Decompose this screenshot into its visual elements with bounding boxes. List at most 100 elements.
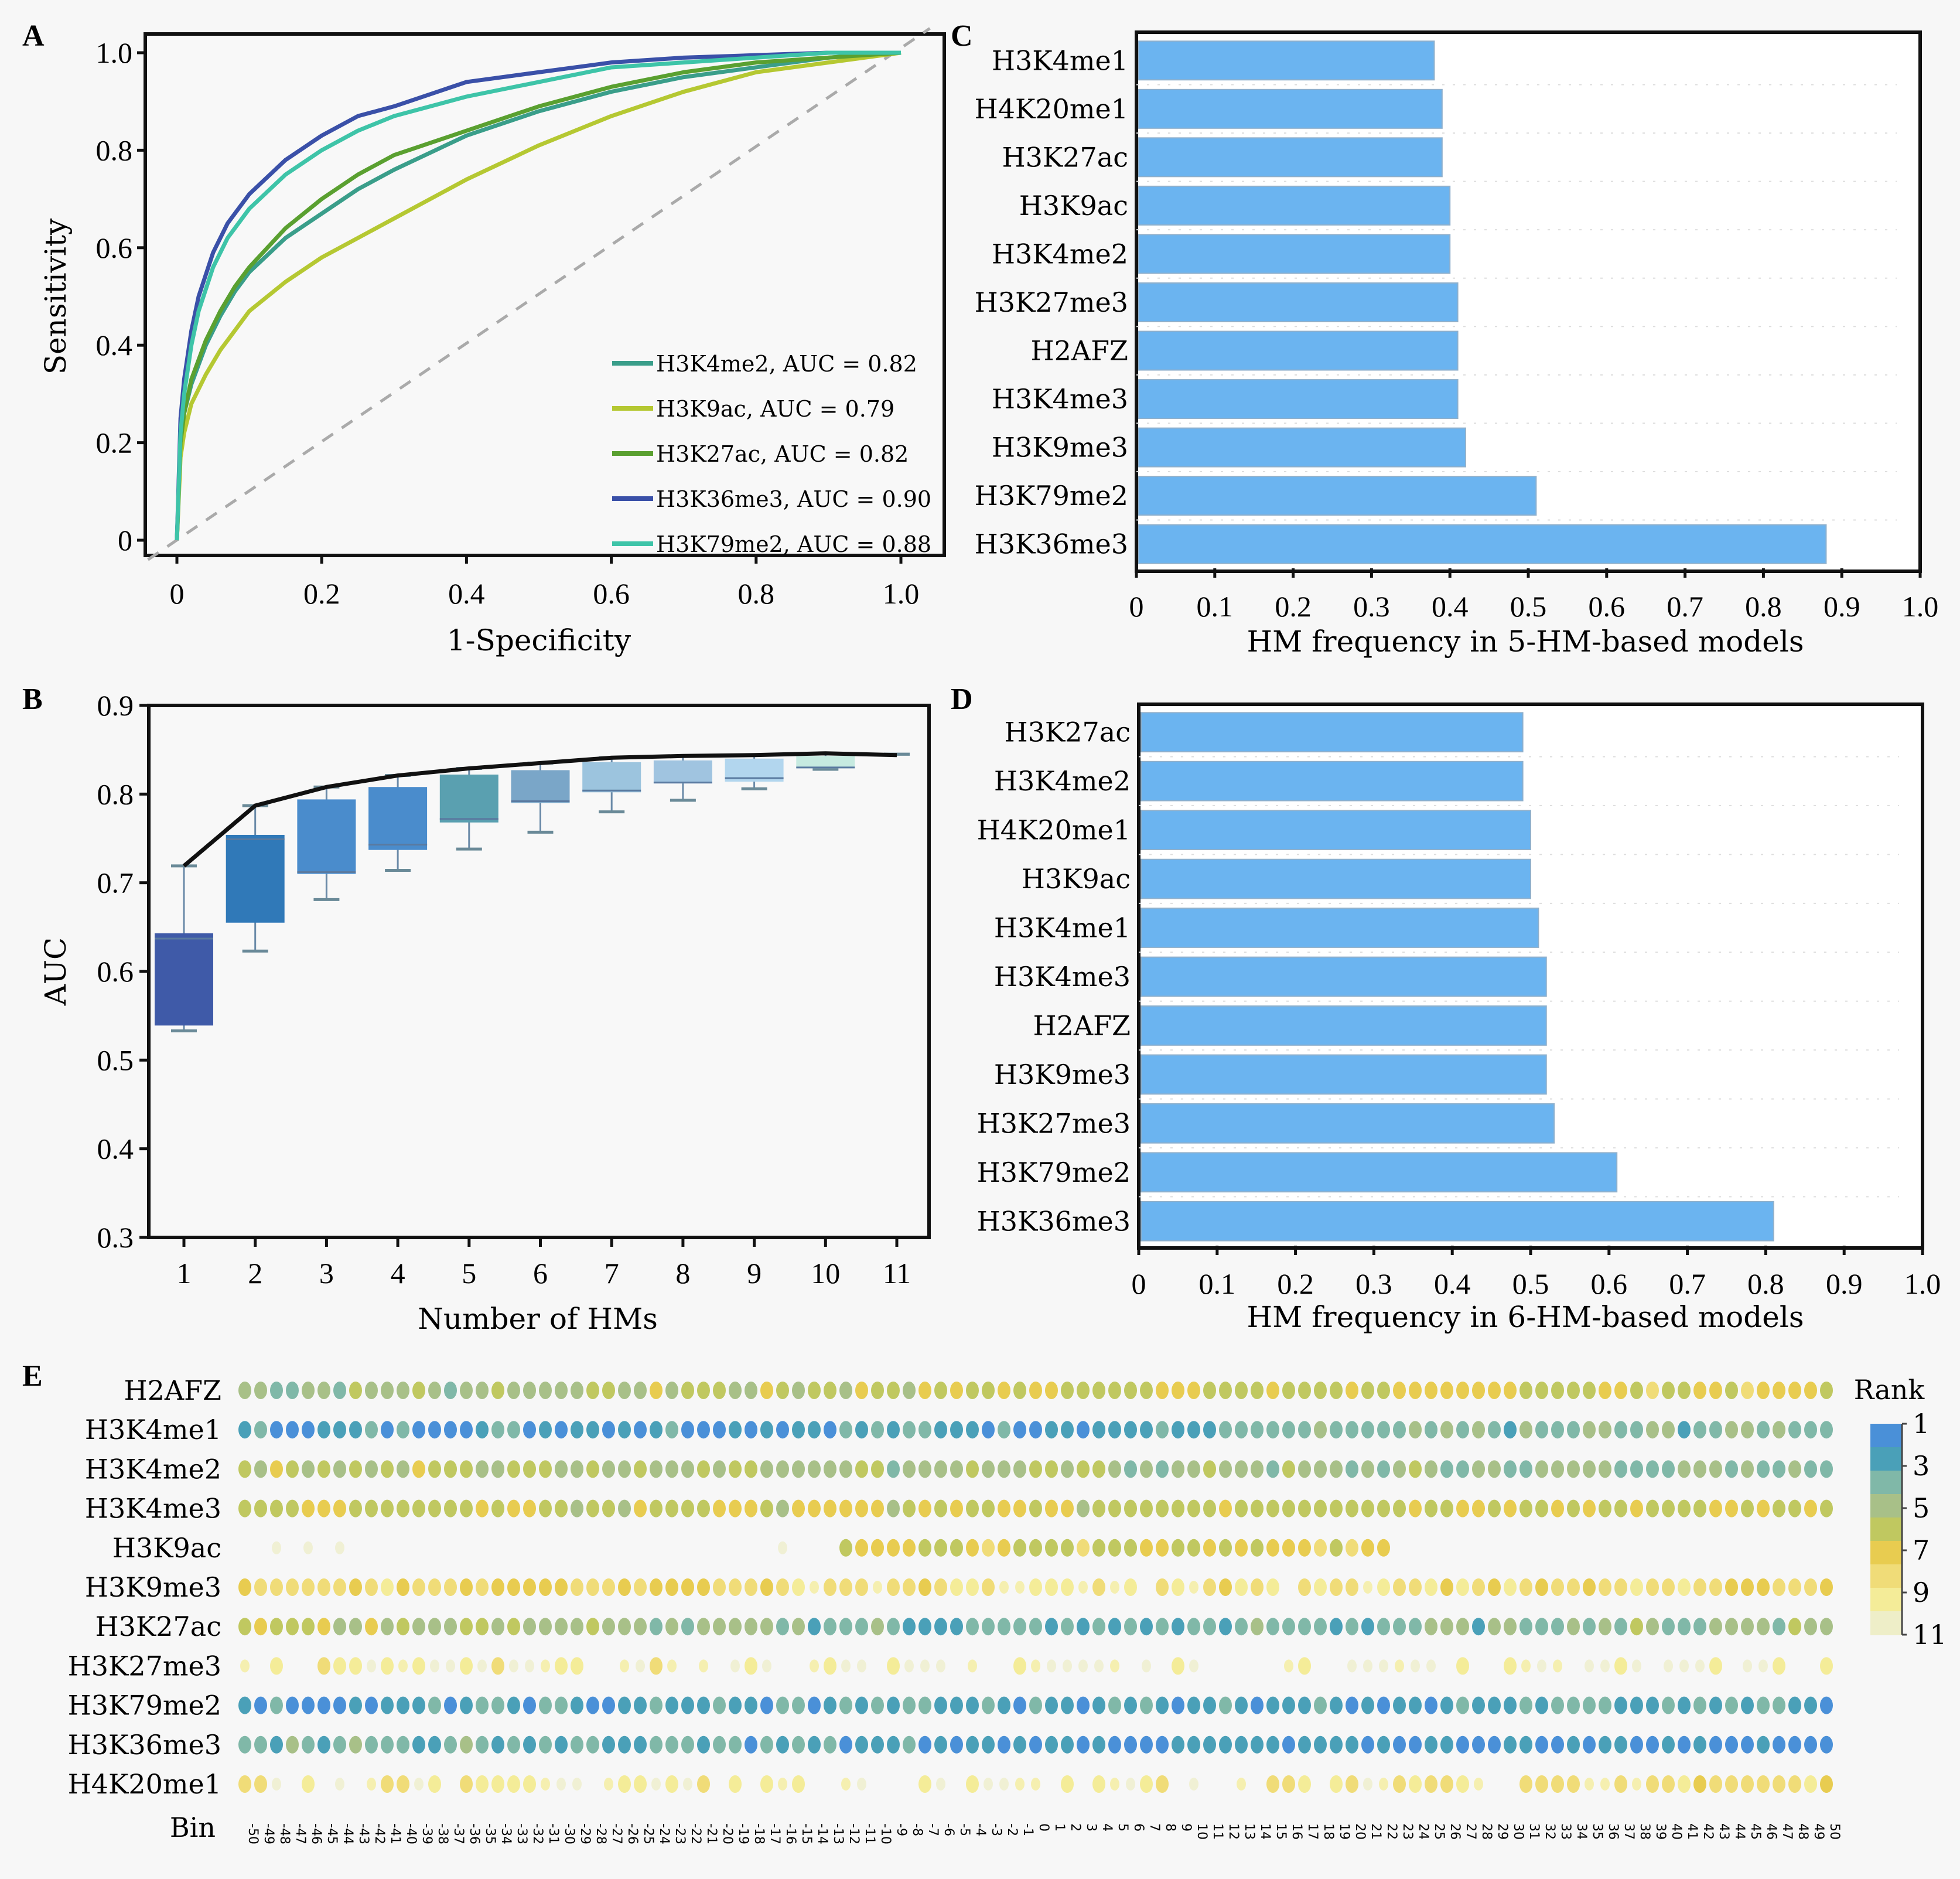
rank-dot xyxy=(760,1382,773,1399)
rank-dot xyxy=(776,1460,789,1478)
rank-dot xyxy=(1773,1735,1785,1754)
rank-dot xyxy=(1662,1382,1675,1399)
box-2 xyxy=(226,804,285,953)
bin-tick-label: -28 xyxy=(593,1823,608,1844)
rank-dot xyxy=(476,1618,489,1636)
rank-dot xyxy=(650,1499,663,1517)
rank-dot xyxy=(968,1659,977,1673)
rank-dot xyxy=(430,1659,439,1673)
colorbar-segment xyxy=(1870,1588,1902,1612)
panel-d-bar-chart: H3K27ac H3K4me2 H4K20me1 H3K9ac H3K4me1 H3K4m… xyxy=(977,703,1941,1334)
bin-tick-label: -23 xyxy=(672,1823,687,1844)
rank-dot xyxy=(1330,1578,1343,1596)
rank-dot xyxy=(381,1382,394,1399)
rank-dot xyxy=(1126,1778,1135,1791)
rank-dot xyxy=(1219,1460,1232,1478)
rank-dot xyxy=(270,1421,283,1439)
rank-dot xyxy=(317,1618,330,1636)
rank-dot xyxy=(1092,1775,1105,1793)
bin-tick-label: 25 xyxy=(1432,1823,1446,1840)
bin-tick-label: 14 xyxy=(1258,1823,1272,1840)
x-tick-label: 0.3 xyxy=(1355,1267,1392,1300)
rank-dot xyxy=(1456,1775,1469,1793)
rank-dot xyxy=(254,1735,267,1754)
rank-dot xyxy=(1804,1382,1817,1399)
rank-dot xyxy=(998,1735,1010,1754)
rank-dot xyxy=(1077,1499,1090,1517)
rank-dot xyxy=(541,1659,550,1673)
bin-tick-label: -29 xyxy=(578,1823,592,1844)
rank-dot xyxy=(1092,1618,1105,1636)
rank-dot xyxy=(998,1499,1010,1517)
rank-dot xyxy=(1600,1659,1610,1673)
bin-tick-label: 3 xyxy=(1084,1823,1098,1832)
rank-dot xyxy=(1567,1618,1580,1636)
rank-dot xyxy=(1440,1421,1453,1439)
rank-dot xyxy=(491,1775,504,1793)
rank-dot xyxy=(824,1421,836,1439)
rank-dot xyxy=(1346,1421,1358,1439)
rank-dot xyxy=(286,1578,299,1596)
category-label: H2AFZ xyxy=(1033,1010,1131,1041)
rank-dot xyxy=(286,1499,299,1517)
rank-dot xyxy=(444,1696,457,1714)
rank-dot xyxy=(839,1735,852,1754)
rank-dot xyxy=(697,1618,710,1636)
rank-dot xyxy=(713,1696,726,1714)
bin-tick-label: -49 xyxy=(261,1823,276,1844)
rank-dot xyxy=(1013,1539,1026,1557)
rank-dot xyxy=(650,1657,663,1675)
x-tick-label: 0.9 xyxy=(1824,590,1860,623)
rank-dot xyxy=(1585,1659,1594,1673)
rank-dot xyxy=(1440,1735,1453,1754)
rank-dot xyxy=(903,1499,916,1517)
rank-dot xyxy=(1393,1618,1406,1636)
x-tick-label: 6 xyxy=(533,1257,548,1290)
category-label: H3K4me3 xyxy=(994,961,1131,993)
rank-dot xyxy=(1630,1382,1643,1399)
rank-dot xyxy=(491,1382,504,1399)
x-tick-label: 0.1 xyxy=(1199,1267,1236,1300)
rank-dot xyxy=(1456,1499,1469,1517)
rank-dot xyxy=(918,1578,931,1596)
rank-dot xyxy=(745,1499,757,1517)
rank-dot xyxy=(871,1618,884,1636)
rank-dot xyxy=(998,1460,1010,1478)
rank-dot xyxy=(729,1618,742,1636)
rank-dot xyxy=(1251,1539,1264,1557)
rank-dot xyxy=(1567,1775,1580,1793)
rank-dot xyxy=(333,1657,346,1675)
rank-dot xyxy=(730,1659,740,1673)
bar-H3K4me1 xyxy=(1141,908,1539,948)
rank-dot xyxy=(602,1696,615,1714)
rank-dot xyxy=(1788,1578,1801,1596)
rank-dot xyxy=(1379,1778,1388,1791)
rank-dot xyxy=(1251,1460,1264,1478)
rank-dot xyxy=(792,1382,805,1399)
rank-dot xyxy=(634,1421,647,1439)
rank-dot xyxy=(541,1778,550,1791)
rank-dot xyxy=(333,1696,346,1714)
rank-dot xyxy=(317,1696,330,1714)
rank-dot xyxy=(887,1578,900,1596)
bin-tick-label: -40 xyxy=(404,1823,418,1844)
y-axis-label: Sensitivity xyxy=(39,218,73,374)
rank-dot xyxy=(1156,1460,1169,1478)
rank-dot xyxy=(1804,1775,1817,1793)
rank-dot xyxy=(1092,1460,1105,1478)
rank-dot xyxy=(1156,1775,1169,1793)
rank-dot xyxy=(1298,1618,1311,1636)
rank-dot xyxy=(1379,1659,1388,1673)
rank-dot xyxy=(1693,1382,1706,1399)
rank-dot xyxy=(857,1659,866,1673)
rank-dot xyxy=(523,1578,536,1596)
rank-dot xyxy=(1709,1460,1722,1478)
rank-dot xyxy=(1567,1735,1580,1754)
bin-tick-label: 48 xyxy=(1795,1823,1810,1840)
rank-dot xyxy=(1108,1460,1121,1478)
rank-dot xyxy=(1567,1421,1580,1439)
colorbar-segment xyxy=(1870,1424,1902,1448)
y-axis-label: AUC xyxy=(39,937,73,1007)
colorbar-segment xyxy=(1870,1447,1902,1471)
rank-dot xyxy=(1820,1775,1833,1793)
